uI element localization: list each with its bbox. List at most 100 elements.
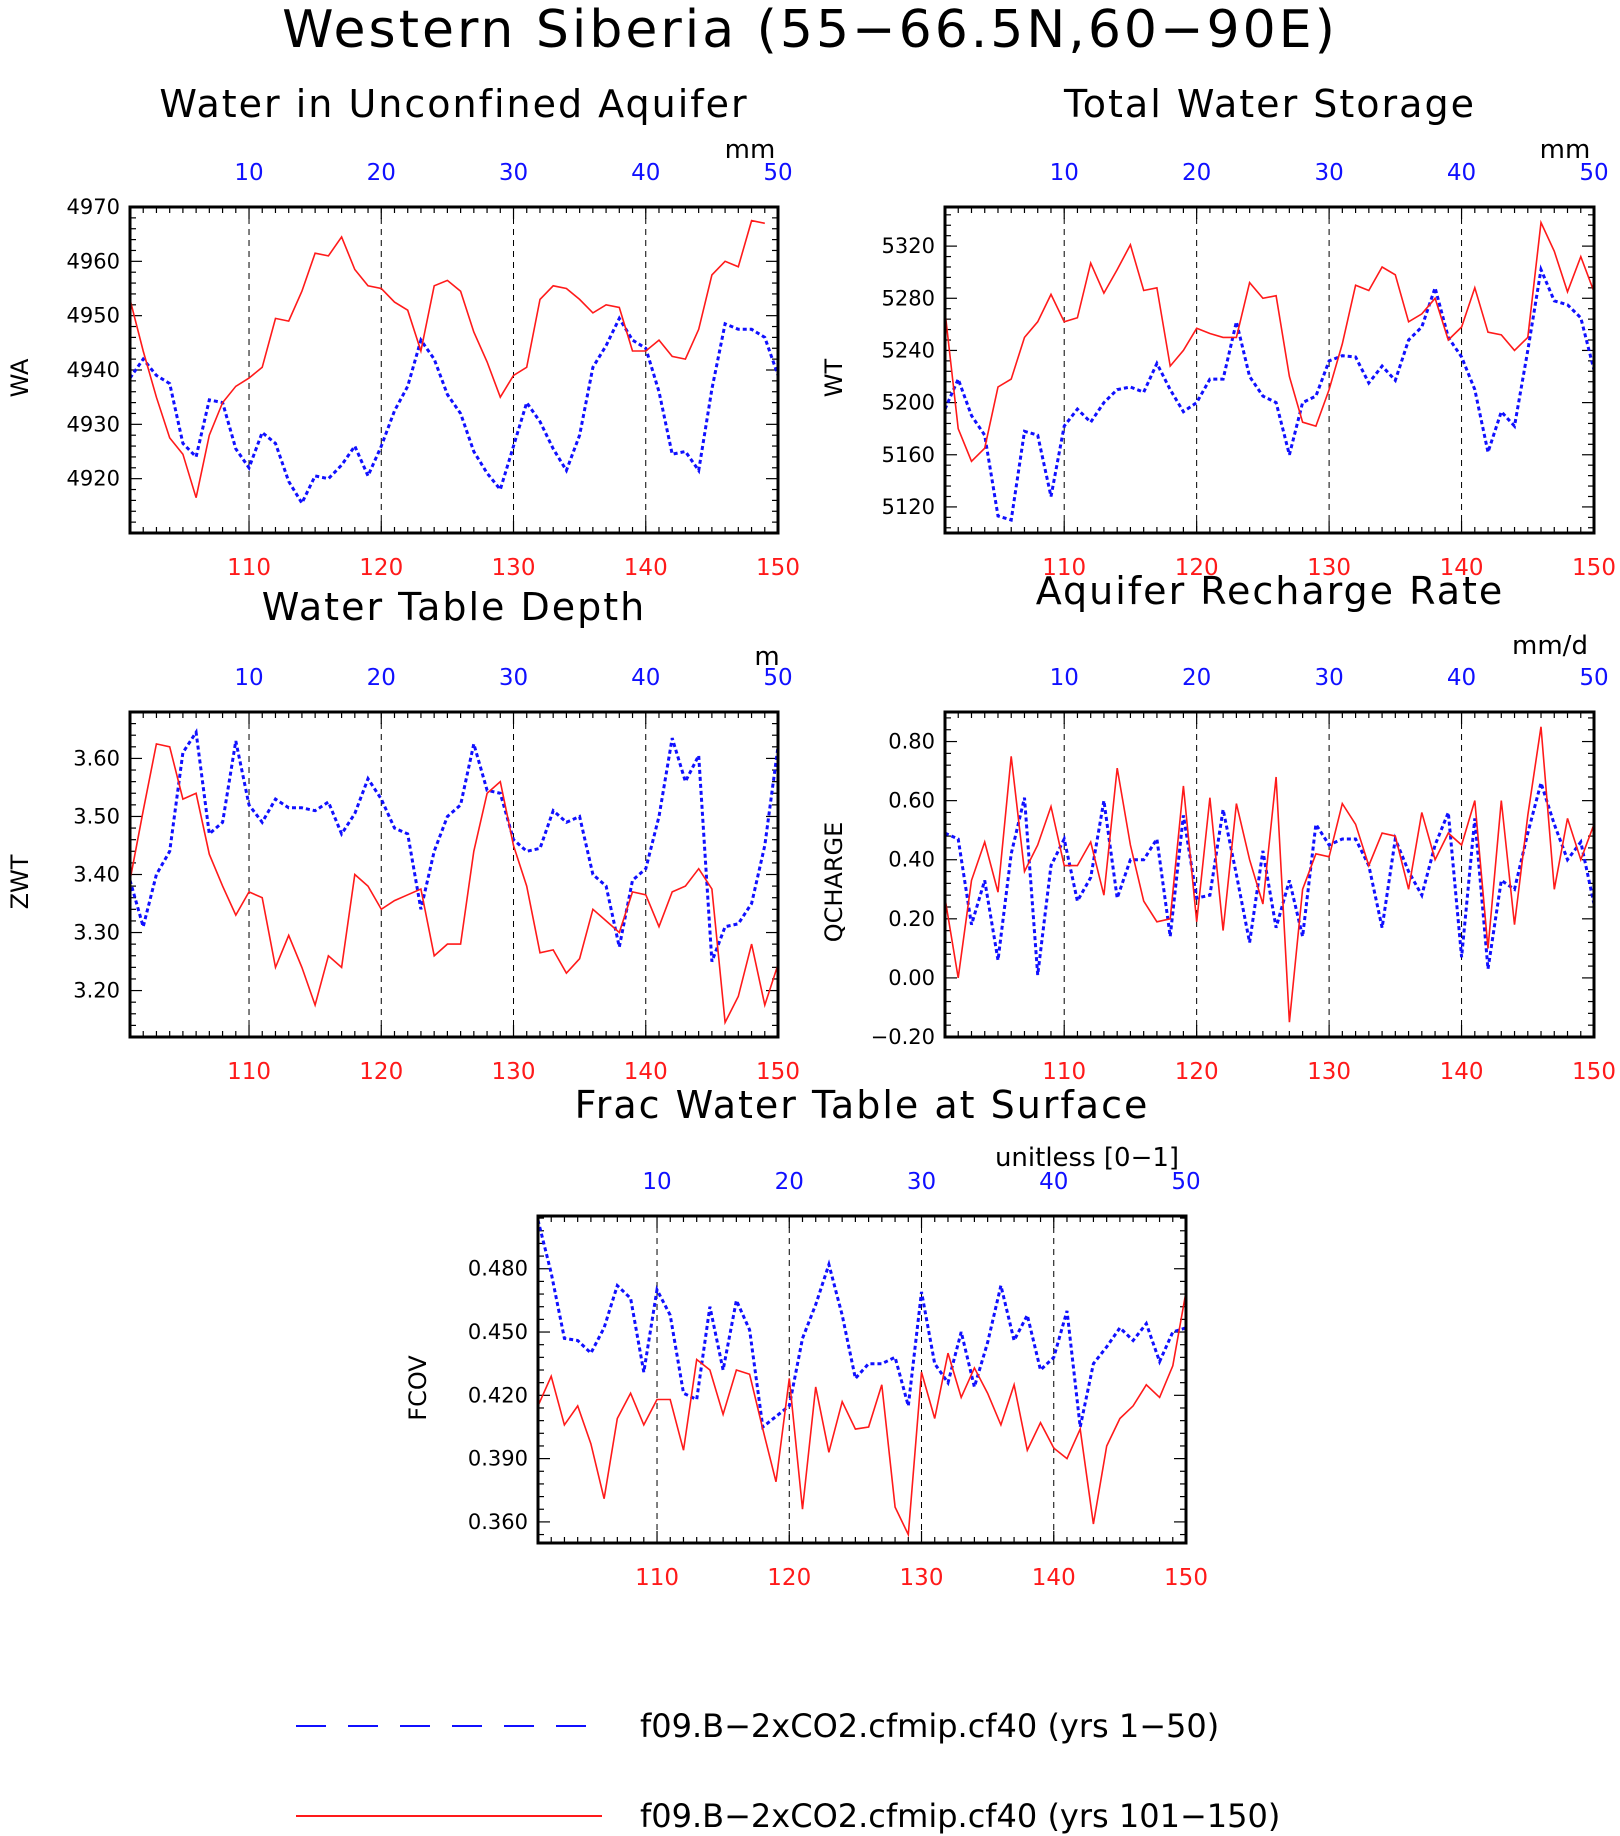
bottom-tick-label: 130 <box>492 555 536 581</box>
bottom-tick-label: 120 <box>359 1059 403 1085</box>
bottom-tick-label: 150 <box>756 555 800 581</box>
panel-title: Water Table Depth <box>262 585 647 629</box>
top-tick-label: 10 <box>234 160 263 186</box>
top-tick-label: 20 <box>1182 160 1211 186</box>
y-tick-label: 4940 <box>67 358 120 382</box>
series-late-line <box>944 219 1595 463</box>
y-tick-label: 4960 <box>67 249 120 273</box>
y-tick-label: 5120 <box>882 495 935 519</box>
y-tick-label: 0.420 <box>468 1383 528 1407</box>
plot-frame <box>943 710 1596 1039</box>
y-tick-label: 5240 <box>882 338 935 362</box>
bottom-tick-label: 110 <box>635 1565 679 1591</box>
series-early-line <box>128 728 780 963</box>
series-late-line <box>129 742 779 1026</box>
series-early-line <box>944 777 1596 976</box>
panel-title: Total Water Storage <box>1063 82 1476 126</box>
bottom-tick-label: 140 <box>1440 1059 1484 1085</box>
bottom-tick-label: 140 <box>624 1059 668 1085</box>
y-tick-label: 0.60 <box>888 789 935 813</box>
top-tick-label: 20 <box>1182 665 1211 691</box>
top-tick-label: 40 <box>631 665 660 691</box>
y-axis-label: FCOV <box>404 1355 432 1421</box>
y-tick-label: 0.480 <box>468 1257 528 1281</box>
plot-frame <box>943 205 1596 535</box>
units-label: mm/d <box>1512 631 1588 661</box>
top-tick-label: 30 <box>1314 160 1343 186</box>
bottom-tick-label: 130 <box>1307 1059 1351 1085</box>
top-tick-label: 40 <box>631 160 660 186</box>
top-tick-label: 20 <box>367 665 396 691</box>
panel-3: Water Table Depth m ZWT 3.20 3.30 3.40 3.50 3.6… <box>6 585 800 1085</box>
top-tick-label: 20 <box>775 1169 804 1195</box>
y-tick-label: 0.40 <box>888 848 935 872</box>
units-label: unitless [0−1] <box>995 1143 1179 1173</box>
units-label: mm <box>1540 135 1591 165</box>
series-late-line <box>944 726 1595 1023</box>
bottom-tick-label: 110 <box>227 555 271 581</box>
panel-5: Frac Water Table at Surface unitless [0−1… <box>404 1083 1208 1591</box>
bottom-tick-label: 110 <box>1042 555 1086 581</box>
plot-frame <box>128 205 780 535</box>
y-axis-label: WT <box>820 358 848 397</box>
y-tick-label: 0.360 <box>468 1510 528 1534</box>
top-tick-label: 50 <box>1579 160 1608 186</box>
y-tick-label: 3.50 <box>73 804 120 828</box>
legend-late-label: f09.B−2xCO2.cfmip.cf40 (yrs 101−150) <box>640 1797 1280 1835</box>
y-tick-label: 5320 <box>882 234 935 258</box>
bottom-tick-label: 130 <box>900 1565 944 1591</box>
series-late-line <box>129 219 765 498</box>
series-early-line <box>536 1219 1187 1430</box>
top-tick-label: 30 <box>1314 665 1343 691</box>
y-tick-label: 4950 <box>67 304 120 328</box>
bottom-tick-label: 110 <box>227 1059 271 1085</box>
top-tick-label: 30 <box>907 1169 936 1195</box>
top-tick-label: 50 <box>1171 1169 1200 1195</box>
y-tick-label: 3.20 <box>73 979 120 1003</box>
bottom-tick-label: 120 <box>767 1565 811 1591</box>
bottom-tick-label: 120 <box>359 555 403 581</box>
bottom-tick-label: 140 <box>1440 555 1484 581</box>
top-tick-label: 10 <box>1050 160 1079 186</box>
top-tick-label: 30 <box>499 665 528 691</box>
top-tick-label: 50 <box>1579 665 1608 691</box>
y-tick-label: 0.80 <box>888 730 935 754</box>
top-tick-label: 50 <box>763 665 792 691</box>
bottom-tick-label: 140 <box>1032 1565 1076 1591</box>
top-tick-label: 20 <box>367 160 396 186</box>
y-tick-label: 4920 <box>67 467 120 491</box>
y-tick-label: −0.20 <box>871 1025 935 1049</box>
bottom-tick-label: 120 <box>1175 555 1219 581</box>
y-tick-label: 5200 <box>882 391 935 415</box>
panel-1: Water in Unconfined Aquifer mm WA 4920 4930 4… <box>6 82 800 581</box>
plot-frame <box>128 710 780 1039</box>
series-early-line <box>943 264 1596 522</box>
top-tick-label: 30 <box>499 160 528 186</box>
y-tick-label: 3.40 <box>73 863 120 887</box>
legend: f09.B−2xCO2.cfmip.cf40 (yrs 1−50) f09.B−… <box>296 1707 1280 1835</box>
panel-title: Frac Water Table at Surface <box>575 1083 1150 1127</box>
bottom-tick-label: 150 <box>1572 555 1616 581</box>
y-axis-label: QCHARGE <box>820 822 848 943</box>
bottom-tick-label: 150 <box>1164 1565 1208 1591</box>
y-tick-label: 5280 <box>882 286 935 310</box>
y-tick-label: 0.20 <box>888 907 935 931</box>
top-tick-label: 40 <box>1039 1169 1068 1195</box>
panel-title: Water in Unconfined Aquifer <box>159 82 748 126</box>
y-tick-label: 3.30 <box>73 921 120 945</box>
y-tick-label: 0.390 <box>468 1447 528 1471</box>
top-tick-label: 40 <box>1447 665 1476 691</box>
y-tick-label: 3.60 <box>73 746 120 770</box>
bottom-tick-label: 150 <box>756 1059 800 1085</box>
bottom-tick-label: 140 <box>624 555 668 581</box>
bottom-tick-label: 120 <box>1175 1059 1219 1085</box>
bottom-tick-label: 150 <box>1572 1059 1616 1085</box>
top-tick-label: 10 <box>234 665 263 691</box>
top-tick-label: 10 <box>642 1169 671 1195</box>
bottom-tick-label: 110 <box>1042 1059 1086 1085</box>
y-tick-label: 0.00 <box>888 966 935 990</box>
units-label: mm <box>725 135 776 165</box>
series-early-line <box>128 315 780 507</box>
